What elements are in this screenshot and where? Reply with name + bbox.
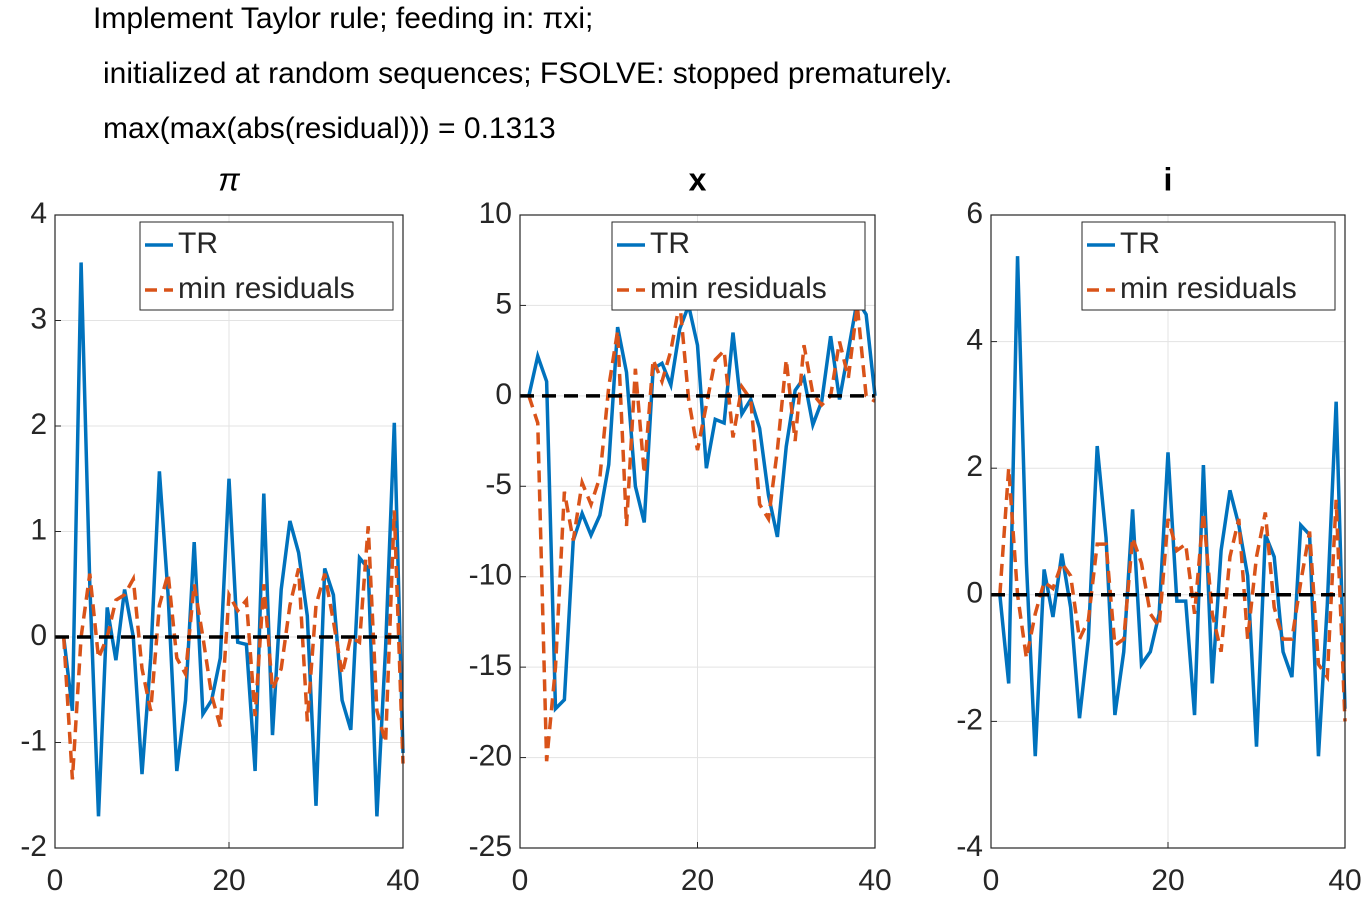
legend-label: TR (1120, 227, 1160, 260)
y-tick-label: 0 (30, 619, 47, 652)
x-tick-label: 0 (47, 864, 64, 897)
y-tick-label: 1 (30, 513, 47, 546)
legend-label: min residuals (178, 272, 355, 305)
legend-label: TR (650, 227, 690, 260)
legend-box (1081, 221, 1336, 311)
legend: TR min residuals (139, 221, 394, 311)
y-tick-label: 4 (30, 197, 47, 230)
series-line (998, 256, 1347, 757)
x-tick-label: 40 (386, 864, 419, 897)
x-tick-label: 0 (512, 864, 529, 897)
legend-label: min residuals (1120, 272, 1297, 305)
series-line (527, 295, 877, 713)
figure-title: initialized at random sequences; FSOLVE:… (103, 57, 952, 90)
axes-box (519, 214, 876, 849)
series-line (61, 510, 405, 780)
figure-title: Implement Taylor rule; feeding in: πxi; (93, 2, 593, 35)
y-tick-label: 0 (495, 378, 512, 411)
x-tick-label: 20 (212, 864, 245, 897)
y-tick-label: 2 (966, 450, 983, 483)
legend-box (139, 221, 394, 311)
series-line (998, 468, 1347, 722)
x-tick-label: 40 (858, 864, 891, 897)
x-tick-label: 20 (681, 864, 714, 897)
subplot-title: π (218, 161, 240, 197)
legend: TR min residuals (1081, 221, 1336, 311)
x-tick-label: 0 (983, 864, 1000, 897)
y-tick-label: -10 (469, 559, 512, 592)
y-tick-label: -2 (956, 703, 983, 736)
subplot-title: i (1164, 161, 1173, 197)
y-tick-label: -25 (469, 830, 512, 863)
y-tick-label: -15 (469, 649, 512, 682)
series-line (61, 262, 405, 817)
y-tick-label: 3 (30, 302, 47, 335)
y-tick-label: -5 (485, 468, 512, 501)
subplot-title: x (689, 161, 707, 197)
series-line (527, 301, 876, 762)
axes-box (54, 214, 404, 849)
y-tick-label: 4 (966, 324, 983, 357)
y-tick-label: -1 (20, 724, 47, 757)
legend-box (611, 221, 866, 311)
y-tick-label: 2 (30, 408, 47, 441)
figure-title: max(max(abs(residual))) = 0.1313 (103, 112, 556, 145)
axes-box (990, 214, 1346, 849)
y-tick-label: 0 (966, 577, 983, 610)
x-tick-label: 40 (1328, 864, 1361, 897)
y-tick-label: 5 (495, 287, 512, 320)
legend-label: min residuals (650, 272, 827, 305)
y-tick-label: -20 (469, 739, 512, 772)
y-tick-label: -2 (20, 830, 47, 863)
legend: TR min residuals (611, 221, 866, 311)
y-tick-label: 6 (966, 197, 983, 230)
legend-label: TR (178, 227, 218, 260)
y-tick-label: -4 (956, 830, 983, 863)
y-tick-label: 10 (479, 197, 512, 230)
x-tick-label: 20 (1151, 864, 1184, 897)
